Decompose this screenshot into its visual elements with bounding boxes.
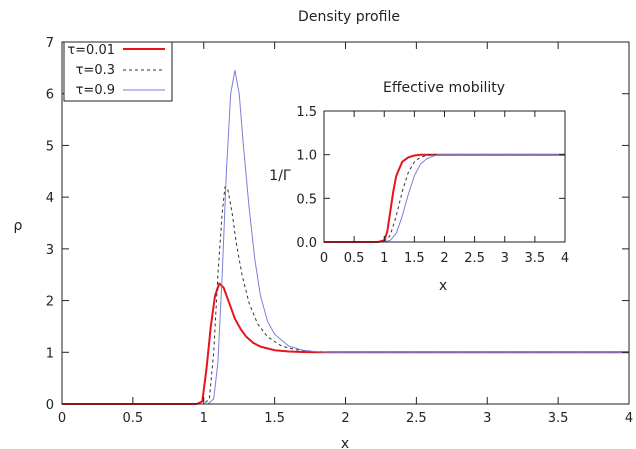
inset-y-tick-label: 1.0: [296, 149, 317, 164]
inset-y-axis-label: 1/Γ: [269, 168, 291, 184]
main-y-tick-label: 7: [46, 36, 54, 51]
legend-label-tau-0.01: τ=0.01: [67, 43, 115, 58]
inset-x-tick-label: 3: [501, 251, 509, 266]
legend-box: [63, 41, 173, 102]
inset-plot-frame: [323, 110, 566, 243]
main-y-tick-label: 6: [46, 88, 54, 103]
main-x-tick-label: 4: [625, 411, 633, 426]
main-y-tick-label: 0: [46, 398, 54, 413]
inset-background: [262, 70, 578, 300]
inset-chart-title: Effective mobility: [383, 80, 505, 96]
inset-x-tick-label: 4: [561, 251, 569, 266]
main-y-tick-label: 3: [46, 243, 54, 258]
main-x-tick-label: 1: [200, 411, 208, 426]
main-ticks-group: 0 0.5 1 1.5 2 2.5 3 3.5 4 0 1 2 3 4 5 6 7: [46, 36, 633, 426]
main-chart: Density profile ρ x 0 0.5 1 1.5 2 2.5 3 3.5 4 0 1 2…: [14, 9, 634, 449]
inset-series-line-3: [324, 154, 565, 243]
legend-entry-tau-0.3: τ=0.3: [76, 63, 165, 78]
legend: τ=0.01 τ=0.3 τ=0.9: [63, 41, 173, 102]
inset-x-tick-label: 1: [380, 251, 388, 266]
main-x-axis-label: x: [341, 436, 349, 449]
main-y-tick-label: 2: [46, 295, 54, 310]
inset-x-tick-label: 1.5: [404, 251, 425, 266]
legend-entry-tau-0.01: τ=0.01: [67, 43, 165, 58]
main-x-tick-label: 0.5: [123, 411, 144, 426]
main-x-tick-label: 1.5: [264, 411, 285, 426]
inset-x-axis-label: x: [439, 278, 447, 294]
inset-x-tick-label: 0.5: [344, 251, 365, 266]
inset-ticks-group: 0 0.5 1 1.5 2 2.5 3 3.5 4 0.0 0.5 1.0 1.5: [296, 105, 569, 266]
inset-x-tick-label: 2.5: [464, 251, 485, 266]
main-series-group: [62, 69, 629, 405]
main-y-axis-label: ρ: [14, 218, 23, 234]
inset-y-tick-label: 1.5: [296, 105, 317, 120]
main-x-tick-label: 3: [483, 411, 491, 426]
main-series-line-3: [62, 69, 629, 405]
main-x-tick-label: 3.5: [548, 411, 569, 426]
main-plot-frame: [61, 41, 630, 405]
inset-chart: Effective mobility 1/Γ x 0 0.5 1 1.5 2 2.5 3 3.…: [262, 70, 578, 300]
main-x-tick-label: 2.5: [406, 411, 427, 426]
inset-x-tick-label: 2: [440, 251, 448, 266]
legend-entry-tau-0.9: τ=0.9: [76, 83, 165, 98]
inset-y-tick-label: 0.0: [296, 236, 317, 251]
main-y-tick-label: 4: [46, 191, 54, 206]
legend-label-tau-0.9: τ=0.9: [76, 83, 115, 98]
main-x-tick-label: 0: [58, 411, 66, 426]
main-x-tick-label: 2: [341, 411, 349, 426]
inset-x-tick-label: 3.5: [525, 251, 546, 266]
inset-x-tick-label: 0: [320, 251, 328, 266]
main-chart-title: Density profile: [298, 9, 400, 25]
main-y-tick-label: 1: [46, 346, 54, 361]
inset-y-tick-label: 0.5: [296, 192, 317, 207]
main-y-tick-label: 5: [46, 139, 54, 154]
legend-label-tau-0.3: τ=0.3: [76, 63, 115, 78]
